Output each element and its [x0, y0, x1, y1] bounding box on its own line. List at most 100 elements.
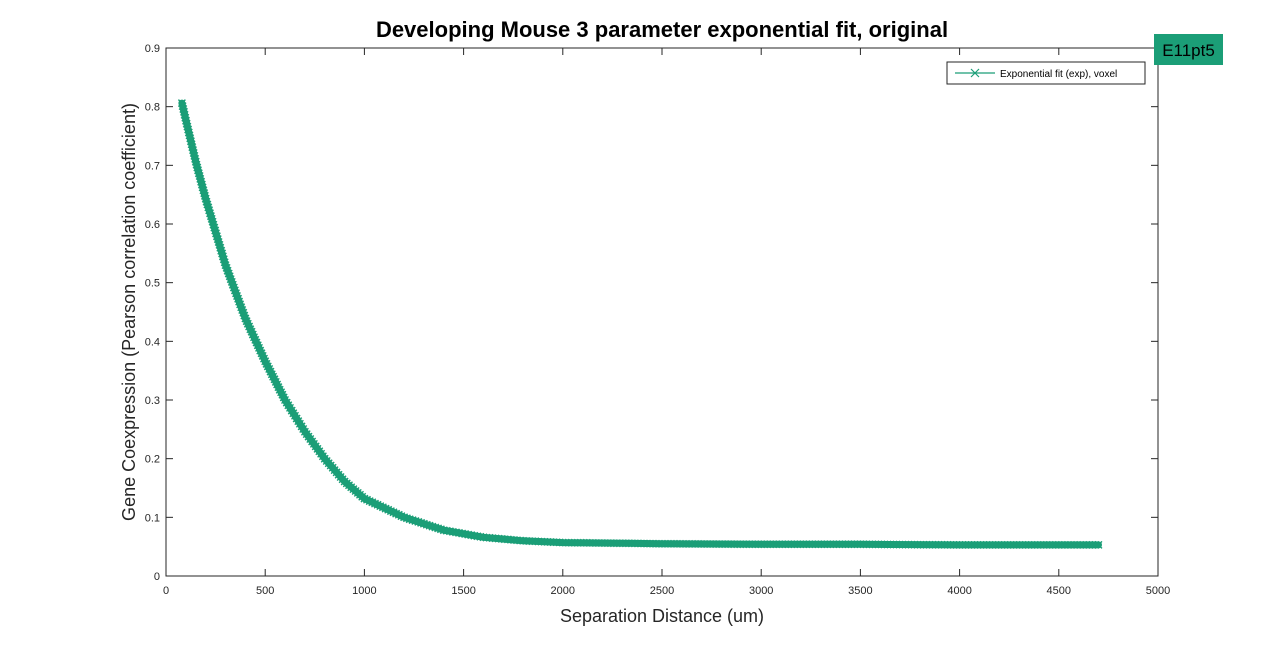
series-marker [543, 537, 552, 546]
chart-title: Developing Mouse 3 parameter exponential… [376, 17, 948, 42]
series-marker [808, 540, 817, 549]
y-tick-label: 0.2 [145, 454, 160, 466]
series-marker [552, 538, 561, 547]
series-marker [688, 539, 697, 548]
legend: Exponential fit (exp), voxel [946, 61, 1146, 85]
series-marker [516, 536, 525, 545]
series-marker [470, 531, 479, 540]
series-marker [192, 160, 201, 169]
series-marker [183, 122, 192, 131]
series-marker [655, 539, 663, 548]
series-marker [567, 538, 576, 547]
series-marker [646, 539, 654, 548]
x-tick-label: 5000 [1146, 585, 1170, 597]
series-marker [187, 140, 196, 149]
series-marker [546, 538, 555, 546]
y-tick-label: 0.7 [145, 160, 160, 172]
series-marker [928, 540, 937, 549]
series-marker [919, 540, 928, 549]
series-marker [703, 540, 712, 548]
tag-background [1154, 34, 1223, 65]
series-marker [531, 537, 540, 546]
series-marker [582, 538, 591, 547]
series-marker [1015, 540, 1024, 549]
series-marker [832, 540, 841, 549]
series-marker [637, 539, 645, 548]
series-marker [916, 540, 925, 549]
y-tick-label: 0.6 [145, 219, 160, 231]
series-marker [898, 540, 907, 549]
y-tick-label: 0.3 [145, 395, 160, 407]
series-marker [1082, 540, 1091, 549]
series-markers [177, 99, 1103, 549]
x-tick-label: 3000 [749, 585, 773, 597]
series-marker [627, 539, 636, 548]
series-marker [585, 538, 594, 547]
series-marker [597, 539, 606, 547]
series-marker [814, 540, 823, 549]
series-marker [594, 539, 603, 547]
series-marker [525, 537, 534, 546]
series-marker [706, 540, 715, 548]
series-marker [931, 540, 940, 549]
series-marker [624, 539, 633, 548]
x-tick-label: 2000 [551, 585, 575, 597]
series-marker [1027, 540, 1036, 549]
series-marker [540, 537, 549, 546]
series-marker [946, 540, 955, 549]
series-marker [769, 540, 778, 549]
series-marker [458, 529, 467, 538]
series-marker [189, 149, 198, 157]
series-marker [961, 540, 970, 549]
series-marker [958, 540, 967, 549]
series-marker [838, 540, 847, 549]
series-marker [991, 540, 1000, 549]
series-marker [476, 532, 485, 541]
series-marker [913, 540, 922, 549]
series-marker [189, 146, 197, 155]
series-marker [1000, 540, 1009, 549]
x-axis: 0 500 1000 1500 2000 2500 3000 3500 4000 4500 5000 [163, 48, 1170, 597]
series-marker [907, 540, 916, 549]
series-marker [452, 528, 460, 537]
series-marker [197, 180, 206, 189]
series-marker [1024, 540, 1033, 549]
series-marker [180, 107, 188, 116]
plot-area [165, 47, 1159, 577]
series-marker [528, 537, 537, 546]
series-marker [643, 539, 651, 548]
series-marker [676, 539, 684, 548]
series-marker [640, 539, 648, 548]
series-marker [901, 540, 910, 549]
series-marker [549, 538, 558, 547]
series-marker [757, 540, 766, 549]
series-marker [180, 110, 189, 119]
series-marker [1067, 540, 1075, 549]
series-marker [847, 540, 856, 549]
series-marker [1054, 540, 1063, 549]
series-marker [1045, 540, 1054, 549]
series-marker [943, 540, 952, 549]
series-marker [772, 540, 781, 549]
series-marker [1060, 540, 1069, 549]
series-marker [865, 540, 874, 549]
series-marker [751, 540, 760, 549]
series-marker [727, 540, 736, 549]
series-marker [634, 539, 642, 548]
series-marker [1048, 540, 1057, 549]
series-marker [558, 538, 567, 547]
series-marker [718, 540, 727, 549]
series-marker [793, 540, 802, 549]
x-tick-label: 2500 [650, 585, 674, 597]
series-marker [754, 540, 763, 549]
series-marker [439, 526, 448, 535]
series-marker [973, 540, 982, 549]
series-marker [1070, 540, 1079, 549]
series-marker [658, 539, 666, 548]
series-marker [805, 540, 814, 549]
series-marker [564, 538, 573, 547]
series-marker [196, 174, 205, 183]
series-marker [591, 539, 600, 547]
series-marker [612, 539, 621, 548]
series-marker [1091, 540, 1100, 549]
